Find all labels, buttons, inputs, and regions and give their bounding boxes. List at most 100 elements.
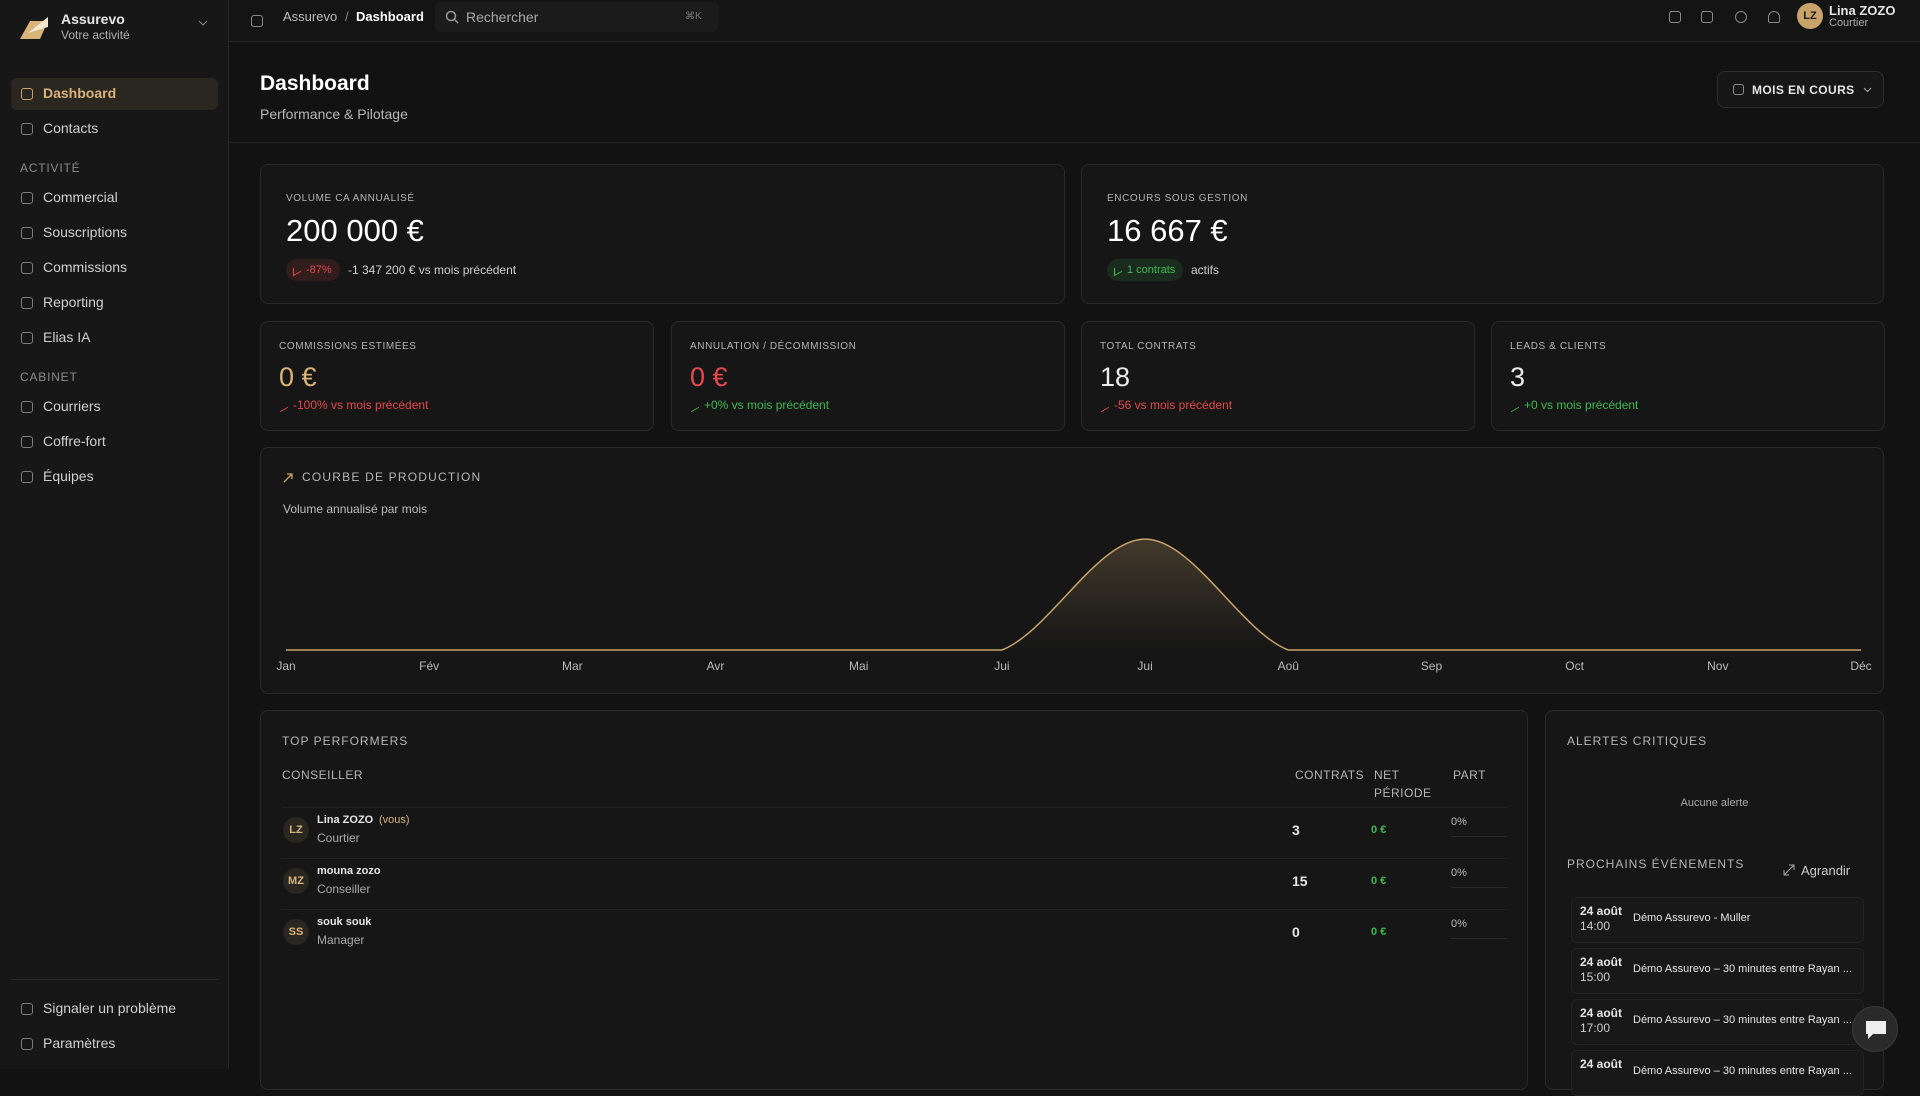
nav-item[interactable]: Dashboard (43, 85, 117, 101)
x-tick-label: Jan (276, 659, 295, 673)
share: 0% (1451, 867, 1467, 879)
event-row[interactable]: 24 août Démo Assurevo – 30 minutes entre … (1571, 1050, 1864, 1096)
kpi-card: TOTAL CONTRATS 18 -56 vs mois précédent (1081, 321, 1475, 431)
sidebar-toggle[interactable] (251, 15, 263, 27)
calendar-icon[interactable] (1701, 11, 1713, 23)
nav-icon (21, 401, 33, 413)
search-placeholder: Rechercher (466, 9, 539, 25)
kpi-badge: -87% (286, 259, 340, 281)
share: 0% (1451, 816, 1467, 828)
event-title: Démo Assurevo – 30 minutes entre Rayan .… (1633, 963, 1852, 975)
x-tick-label: Déc (1850, 659, 1871, 673)
nav-item[interactable]: Reporting (43, 294, 104, 310)
nav-item[interactable]: Coffre-fort (43, 433, 106, 449)
kpi-card: VOLUME CA ANNUALISÉ 200 000 € -87% -1 347 2… (260, 164, 1065, 304)
x-tick-label: Sep (1421, 659, 1443, 673)
kpi-label: TOTAL CONTRATS (1100, 341, 1197, 352)
kpi-value: 3 (1510, 362, 1526, 392)
event-row[interactable]: 24 août 14:00 Démo Assurevo - Muller (1571, 897, 1864, 943)
nav-item[interactable]: Courriers (43, 398, 101, 414)
x-tick-label: Jui (1137, 659, 1152, 673)
line-chart: Jan Fév Mar Avr Mai Jui Jui Aoû Sep Oct Nov Déc (276, 538, 1872, 673)
column-header: PART (1453, 768, 1486, 782)
kpi-card: ENCOURS SOUS GESTION 16 667 € 1 contrats ac… (1081, 164, 1884, 304)
trend-icon (1101, 401, 1109, 413)
x-tick-label: Jui (994, 659, 1009, 673)
kpi-label: ANNULATION / DÉCOMMISSION (690, 341, 857, 352)
sidebar: Assurevo Votre activité Dashboard Contact… (0, 0, 229, 1069)
nav-item[interactable]: Commercial (43, 189, 118, 205)
nav-item[interactable]: Souscriptions (43, 224, 128, 240)
nav-item[interactable]: Elias IA (43, 329, 91, 345)
x-tick-label: Aoû (1278, 659, 1299, 673)
advisor-role: Manager (317, 933, 365, 947)
nav-icon (21, 123, 33, 135)
expand-link[interactable]: Agrandir (1801, 863, 1851, 878)
nav-item[interactable]: Paramètres (43, 1035, 116, 1051)
kpi-card: LEADS & CLIENTS 3 +0 vs mois précédent (1491, 321, 1885, 431)
event-time: 14:00 (1580, 919, 1611, 933)
breadcrumb-root[interactable]: Assurevo (283, 9, 338, 24)
kpi-label: LEADS & CLIENTS (1510, 341, 1607, 352)
logo (20, 17, 48, 39)
nav-icon (21, 1003, 33, 1015)
column-header: CONSEILLER (282, 768, 364, 782)
kpi-label: COMMISSIONS ESTIMÉES (279, 341, 417, 352)
bell-icon[interactable] (1768, 11, 1780, 23)
contracts: 0 (1292, 924, 1300, 940)
nav-section: CABINET (20, 370, 78, 384)
nav-icon (21, 1038, 33, 1050)
nav-item[interactable]: Contacts (43, 120, 99, 136)
nav-item[interactable]: Équipes (43, 468, 94, 484)
event-title: Démo Assurevo - Muller (1633, 912, 1751, 924)
x-tick-label: Mai (849, 659, 868, 673)
row-divider (282, 807, 1508, 808)
gift-icon[interactable] (1669, 11, 1681, 23)
event-row[interactable]: 24 août 15:00 Démo Assurevo – 30 minutes e… (1571, 948, 1864, 994)
kpi-badge: 1 contrats (1107, 259, 1184, 281)
user-avatar[interactable]: LZ (1797, 3, 1823, 29)
divider (11, 979, 218, 980)
alerts-empty: Aucune alerte (1680, 797, 1749, 809)
x-tick-label: Mar (562, 659, 583, 673)
kpi-value: 16 667 € (1107, 213, 1228, 248)
page-subtitle: Performance & Pilotage (260, 106, 408, 122)
breadcrumb-current: Dashboard (356, 9, 424, 24)
theme-icon[interactable] (1735, 11, 1747, 23)
avatar: SS (283, 919, 309, 945)
kpi-note: actifs (1191, 263, 1220, 277)
nav-item[interactable]: Signaler un problème (43, 1000, 177, 1016)
nav-item[interactable]: Commissions (43, 259, 128, 275)
nav-section: ACTIVITÉ (20, 161, 81, 175)
event-time: 17:00 (1580, 1021, 1611, 1035)
kpi-label: VOLUME CA ANNUALISÉ (286, 193, 415, 204)
advisor-tag: (vous) (379, 814, 410, 826)
area (286, 539, 1861, 650)
period-button[interactable]: MOIS EN COURS (1717, 71, 1884, 108)
event-date: 24 août (1580, 904, 1623, 918)
nav-icon (21, 88, 33, 100)
advisor-name: Lina ZOZO (317, 814, 374, 826)
nav-active-bg (11, 78, 218, 110)
kpi-note: -1 347 200 € vs mois précédent (348, 263, 517, 277)
chat-button[interactable] (1852, 1006, 1898, 1052)
contracts: 15 (1292, 873, 1308, 889)
user-role: Courtier (1829, 17, 1869, 29)
advisor-role: Conseiller (317, 882, 371, 896)
performers-card: TOP PERFORMERS CONSEILLER CONTRATS NET PÉR… (260, 710, 1528, 1090)
chevron (1863, 87, 1872, 93)
line (285, 538, 1861, 651)
expand-icon (1783, 864, 1795, 876)
event-row[interactable]: 24 août 17:00 Démo Assurevo – 30 minutes e… (1571, 999, 1864, 1045)
kpi-value: 200 000 € (286, 213, 424, 248)
net: 0 € (1371, 875, 1387, 887)
kpi-card: ANNULATION / DÉCOMMISSION 0 € +0% vs mois … (671, 321, 1065, 431)
advisor-role: Courtier (317, 831, 360, 845)
tagline: Votre activité (61, 28, 130, 42)
search-box[interactable]: Rechercher ⌘K (435, 2, 719, 32)
kpi-value: 18 (1100, 362, 1131, 392)
nav-icon (21, 297, 33, 309)
user-name: Lina ZOZO (1829, 3, 1896, 18)
column-header: CONTRATS (1295, 768, 1365, 782)
